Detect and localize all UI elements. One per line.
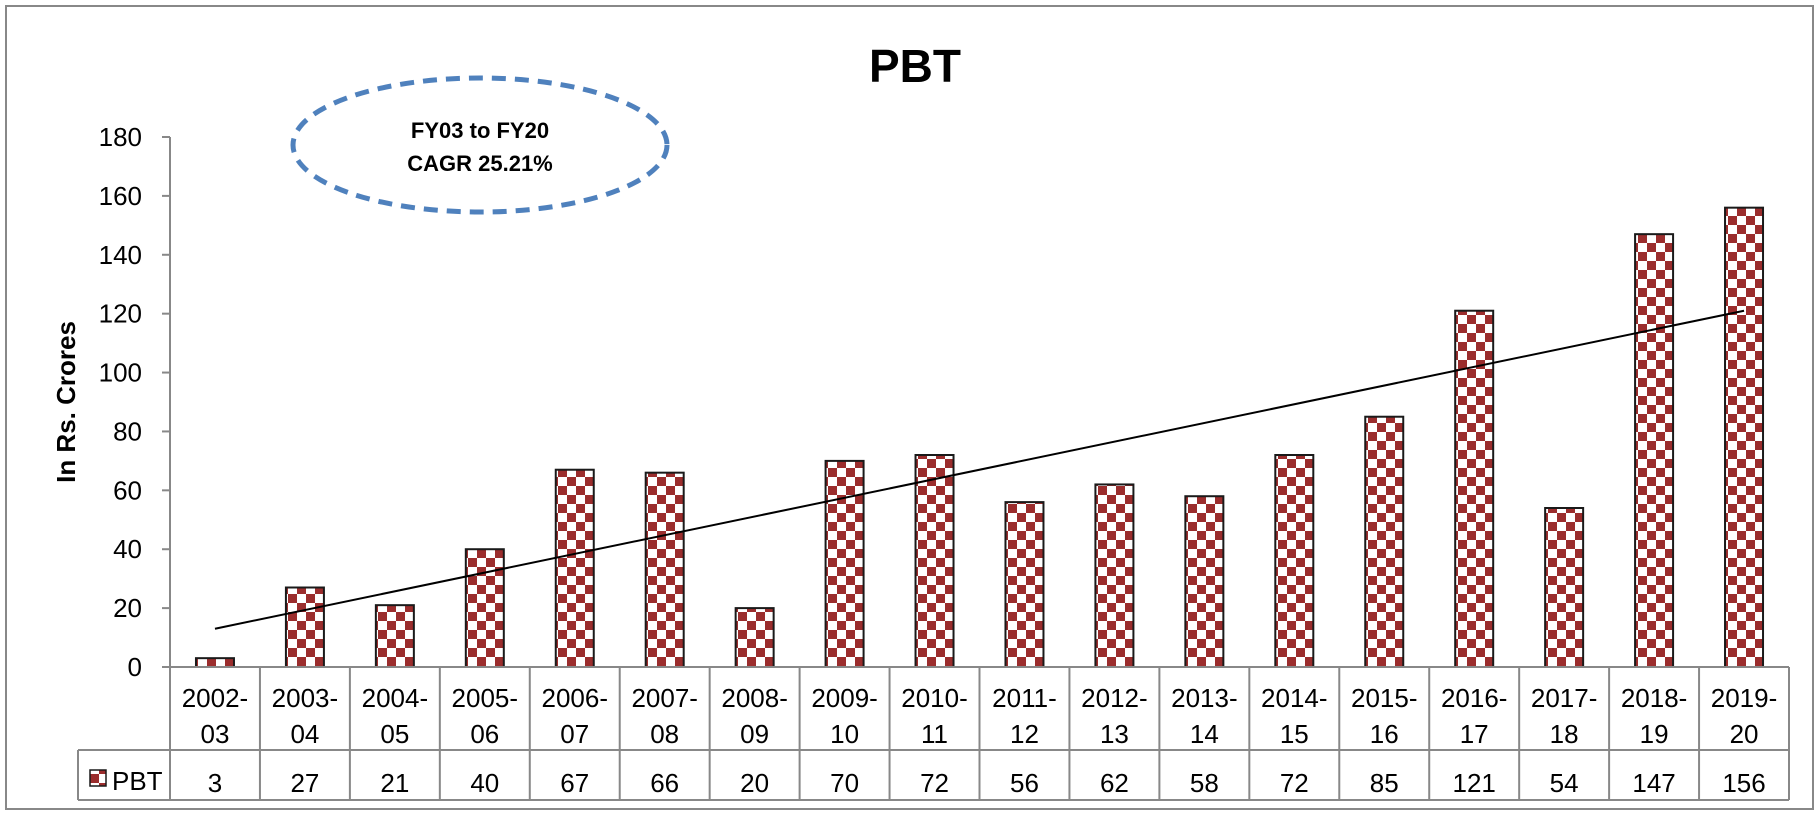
x-tick-label: 2017-18	[1531, 683, 1598, 749]
cagr-ellipse	[290, 75, 670, 215]
bar-2012-13	[1094, 483, 1135, 669]
trendline-layer	[214, 309, 1745, 630]
data-label-2004-05: 21	[380, 768, 409, 798]
bar-2011-12	[1004, 501, 1045, 668]
data-label-2012-13: 62	[1100, 768, 1129, 798]
y-tick-label: 140	[99, 240, 142, 270]
data-label-2017-18: 54	[1550, 768, 1579, 798]
chart-border	[5, 5, 1814, 810]
x-tick-label: 2002-03	[182, 683, 249, 749]
data-label-2011-12: 56	[1010, 768, 1039, 798]
data-label-2014-15: 72	[1280, 768, 1309, 798]
bar-2004-05	[374, 604, 415, 669]
x-tick-label: 2009-10	[811, 683, 878, 749]
data-label-2013-14: 58	[1190, 768, 1219, 798]
x-tick-label: 2015-16	[1351, 683, 1418, 749]
bar-2015-16	[1364, 415, 1405, 668]
x-tick-label: 2011-12	[992, 683, 1057, 749]
data-label-2003-04: 27	[290, 768, 319, 798]
data-label-2015-16: 85	[1370, 768, 1399, 798]
bar-2009-10	[824, 459, 865, 668]
y-tick-label: 20	[113, 593, 142, 623]
x-tick-label: 2013-14	[1171, 683, 1238, 749]
x-tick-label: 2012-13	[1081, 683, 1148, 749]
data-label-2018-19: 147	[1632, 768, 1675, 798]
x-tick-label: 2004-05	[362, 683, 429, 749]
data-label-2005-06: 40	[470, 768, 499, 798]
y-axis-label: In Rs. Crores	[51, 321, 81, 483]
cagr-line2: CAGR 25.21%	[407, 151, 553, 176]
x-tick-label: 2018-19	[1621, 683, 1688, 749]
cagr-line1: FY03 to FY20	[411, 118, 549, 143]
y-tick-label: 0	[128, 652, 142, 682]
legend-series-name: PBT	[112, 766, 163, 796]
bar-2007-08	[644, 471, 685, 668]
y-tick-label: 100	[99, 358, 142, 388]
data-table: 2002-03 2003-04 2004-05 2005-06 2006-07 2007-…	[77, 666, 1790, 801]
x-tick-label: 2014-15	[1261, 683, 1328, 749]
bar-2005-06	[464, 548, 505, 669]
data-label-2019-20: 156	[1722, 768, 1765, 798]
x-tick-label: 2007-08	[631, 683, 698, 749]
x-tick-label: 2016-17	[1441, 683, 1508, 749]
bar-2008-09	[734, 607, 775, 668]
data-label-2002-03: 3	[208, 768, 222, 798]
data-label-2009-10: 70	[830, 768, 859, 798]
data-label-2007-08: 66	[650, 768, 679, 798]
data-label-2010-11: 72	[920, 768, 949, 798]
chart-title: PBT	[869, 40, 961, 92]
y-tick-label: 120	[99, 299, 142, 329]
bar-2002-03	[194, 657, 235, 669]
y-tick-label: 160	[99, 181, 142, 211]
bar-2003-04	[284, 586, 325, 668]
bar-2013-14	[1184, 495, 1225, 668]
data-label-2008-09: 20	[740, 768, 769, 798]
cagr-callout: FY03 to FY20 CAGR 25.21%	[290, 75, 670, 215]
bar-2017-18	[1544, 507, 1585, 668]
bar-2014-15	[1274, 454, 1315, 668]
x-tick-label: 2008-09	[721, 683, 788, 749]
data-label-2016-17: 121	[1452, 768, 1495, 798]
legend-key-swatch	[89, 769, 107, 787]
x-tick-label: 2019-20	[1711, 683, 1778, 749]
x-tick-label: 2010-11	[901, 683, 968, 749]
y-tick-label: 60	[113, 475, 142, 505]
data-label-2006-07: 67	[560, 768, 589, 798]
y-axis: 0 20 40 60 80 100 120 140 160 180	[99, 122, 171, 682]
x-tick-label: 2006-07	[542, 683, 609, 749]
y-tick-label: 80	[113, 416, 142, 446]
y-tick-label: 180	[99, 122, 142, 152]
y-tick-label: 40	[113, 534, 142, 564]
x-tick-label: 2003-04	[272, 683, 339, 749]
bar-2018-19	[1634, 233, 1675, 669]
bar-2006-07	[554, 468, 595, 668]
trend-line	[214, 309, 1745, 630]
bar-2019-20	[1724, 206, 1765, 669]
bar-2010-11	[914, 454, 955, 668]
x-tick-label: 2005-06	[452, 683, 519, 749]
